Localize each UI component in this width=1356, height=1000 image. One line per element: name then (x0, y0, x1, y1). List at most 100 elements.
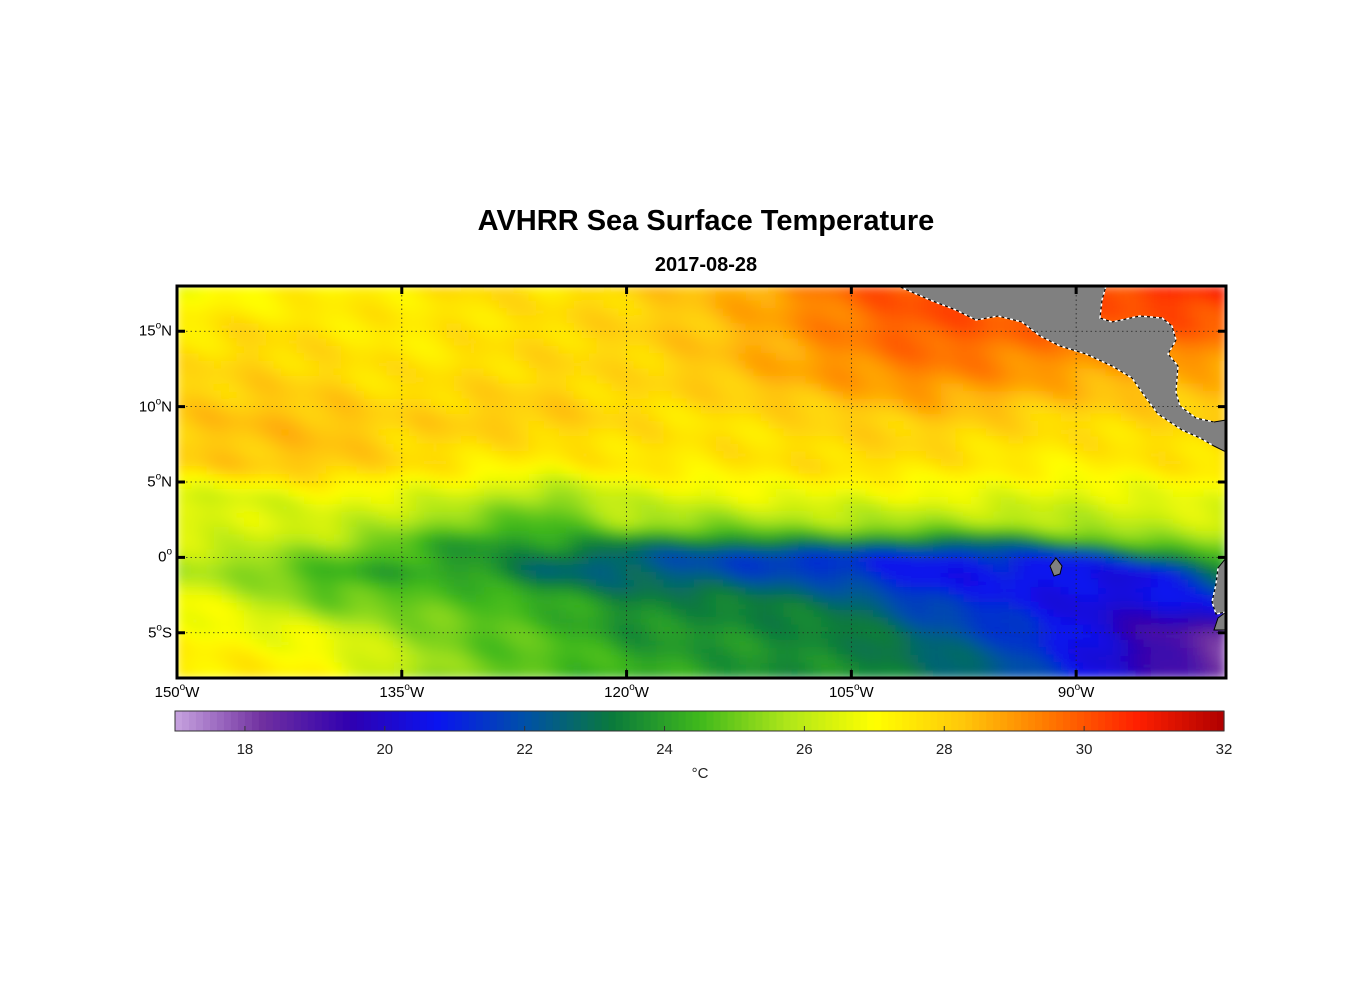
colorbar-swatch (349, 711, 358, 731)
colorbar-swatch (1070, 711, 1078, 731)
colorbar-swatch (1105, 711, 1113, 731)
colorbar-swatch (923, 711, 931, 731)
colorbar-swatch (888, 711, 896, 731)
colorbar-swatch (258, 711, 267, 731)
colorbar-swatch (1049, 711, 1057, 731)
colorbar-swatch (503, 711, 512, 731)
colorbar-swatch (433, 711, 442, 731)
colorbar-tick-label: 22 (516, 741, 533, 758)
colorbar-swatch (510, 711, 519, 731)
colorbar-tick-label: 18 (236, 741, 254, 758)
x-tick-label: 150oW (154, 682, 200, 702)
colorbar-swatch (972, 711, 980, 731)
colorbar-swatch (1014, 711, 1022, 731)
colorbar-swatch (566, 711, 575, 731)
colorbar-swatch (454, 711, 463, 731)
frame-ticks (175, 286, 1226, 678)
colorbar-swatch (916, 711, 924, 731)
colorbar-tick-label: 30 (1075, 741, 1093, 758)
colorbar-swatch (671, 711, 680, 731)
colorbar-swatch (335, 711, 344, 731)
colorbar-swatch (328, 711, 337, 731)
colorbar-swatch (468, 711, 477, 731)
colorbar-swatch (853, 711, 861, 731)
colorbar-swatch (244, 711, 253, 731)
colorbar-swatch (545, 711, 554, 731)
colorbar-swatch (1196, 711, 1204, 731)
colorbar-swatch (370, 711, 379, 731)
colorbar-swatch (790, 711, 798, 731)
colorbar-swatch (755, 711, 764, 731)
south-america-land (1211, 557, 1226, 615)
colorbar-swatch (1028, 711, 1036, 731)
coastline-highlight (897, 286, 1226, 615)
graticule (177, 286, 1226, 678)
colorbar-swatch (377, 711, 386, 731)
colorbar-swatch (951, 711, 959, 731)
colorbar-swatch (1175, 711, 1183, 731)
colorbar-swatch (307, 711, 316, 731)
colorbar-swatch (1063, 711, 1071, 731)
colorbar-swatch (769, 711, 778, 731)
colorbar-swatch (202, 711, 211, 731)
colorbar-swatch (181, 711, 190, 731)
colorbar-swatch (804, 711, 812, 731)
colorbar-swatch (363, 711, 372, 731)
colorbar-swatch (538, 711, 547, 731)
colorbar-swatch (1007, 711, 1015, 731)
colorbar-swatch (622, 711, 631, 731)
colorbar-swatch (1042, 711, 1050, 731)
colorbar-swatch (692, 711, 701, 731)
colorbar-swatch (300, 711, 309, 731)
colorbar-swatch (1021, 711, 1029, 731)
colorbar-swatch (776, 711, 785, 731)
colorbar-swatch (426, 711, 435, 731)
colorbar-swatch (608, 711, 617, 731)
colorbar-swatch (825, 711, 833, 731)
y-tick-label: 5oS (148, 622, 172, 642)
colorbar-swatch (1077, 711, 1085, 731)
colorbar-swatch (657, 711, 666, 731)
colorbar-swatch (1140, 711, 1148, 731)
colorbar-swatch (188, 711, 197, 731)
colorbar-swatch (1182, 711, 1190, 731)
colorbar-swatch (930, 711, 938, 731)
colorbar-swatch (594, 711, 603, 731)
colorbar-swatch (587, 711, 596, 731)
colorbar-swatch (496, 711, 505, 731)
colorbar-swatch (706, 711, 715, 731)
colorbar-swatch (1098, 711, 1106, 731)
y-tick-label: 10oN (138, 396, 172, 416)
colorbar-swatch (636, 711, 645, 731)
colorbar-swatch (860, 711, 868, 731)
colorbar-swatch (175, 711, 183, 731)
colorbar-unit: °C (691, 765, 709, 782)
colorbar-swatch (811, 711, 819, 731)
colorbar-swatch (1203, 711, 1211, 731)
colorbar-swatch (958, 711, 966, 731)
colorbar-swatch (237, 711, 246, 731)
map-date: 2017-08-28 (654, 254, 758, 276)
colorbar-swatch (391, 711, 400, 731)
colorbar-swatch (818, 711, 826, 731)
colorbar-swatch (993, 711, 1001, 731)
colorbar-swatch (1133, 711, 1141, 731)
colorbar-swatch (321, 711, 330, 731)
colorbar-swatch (601, 711, 610, 731)
colorbar-swatch (440, 711, 449, 731)
colorbar-swatch (720, 711, 729, 731)
x-tick-label: 105oW (828, 682, 874, 702)
colorbar-tick-label: 20 (376, 741, 394, 758)
colorbar-tick-label: 24 (656, 741, 673, 758)
colorbar-swatch (461, 711, 470, 731)
colorbar-swatch (937, 711, 945, 731)
colorbar-swatch (944, 711, 952, 731)
map-title: AVHRR Sea Surface Temperature (477, 205, 935, 237)
colorbar-swatch (1000, 711, 1008, 731)
colorbar-swatch (909, 711, 917, 731)
colorbar-swatch (881, 711, 889, 731)
peru-coast-land (1213, 611, 1226, 631)
x-tick-label: 135oW (379, 682, 425, 702)
colorbar-swatch (832, 711, 840, 731)
colorbar-swatch (902, 711, 910, 731)
